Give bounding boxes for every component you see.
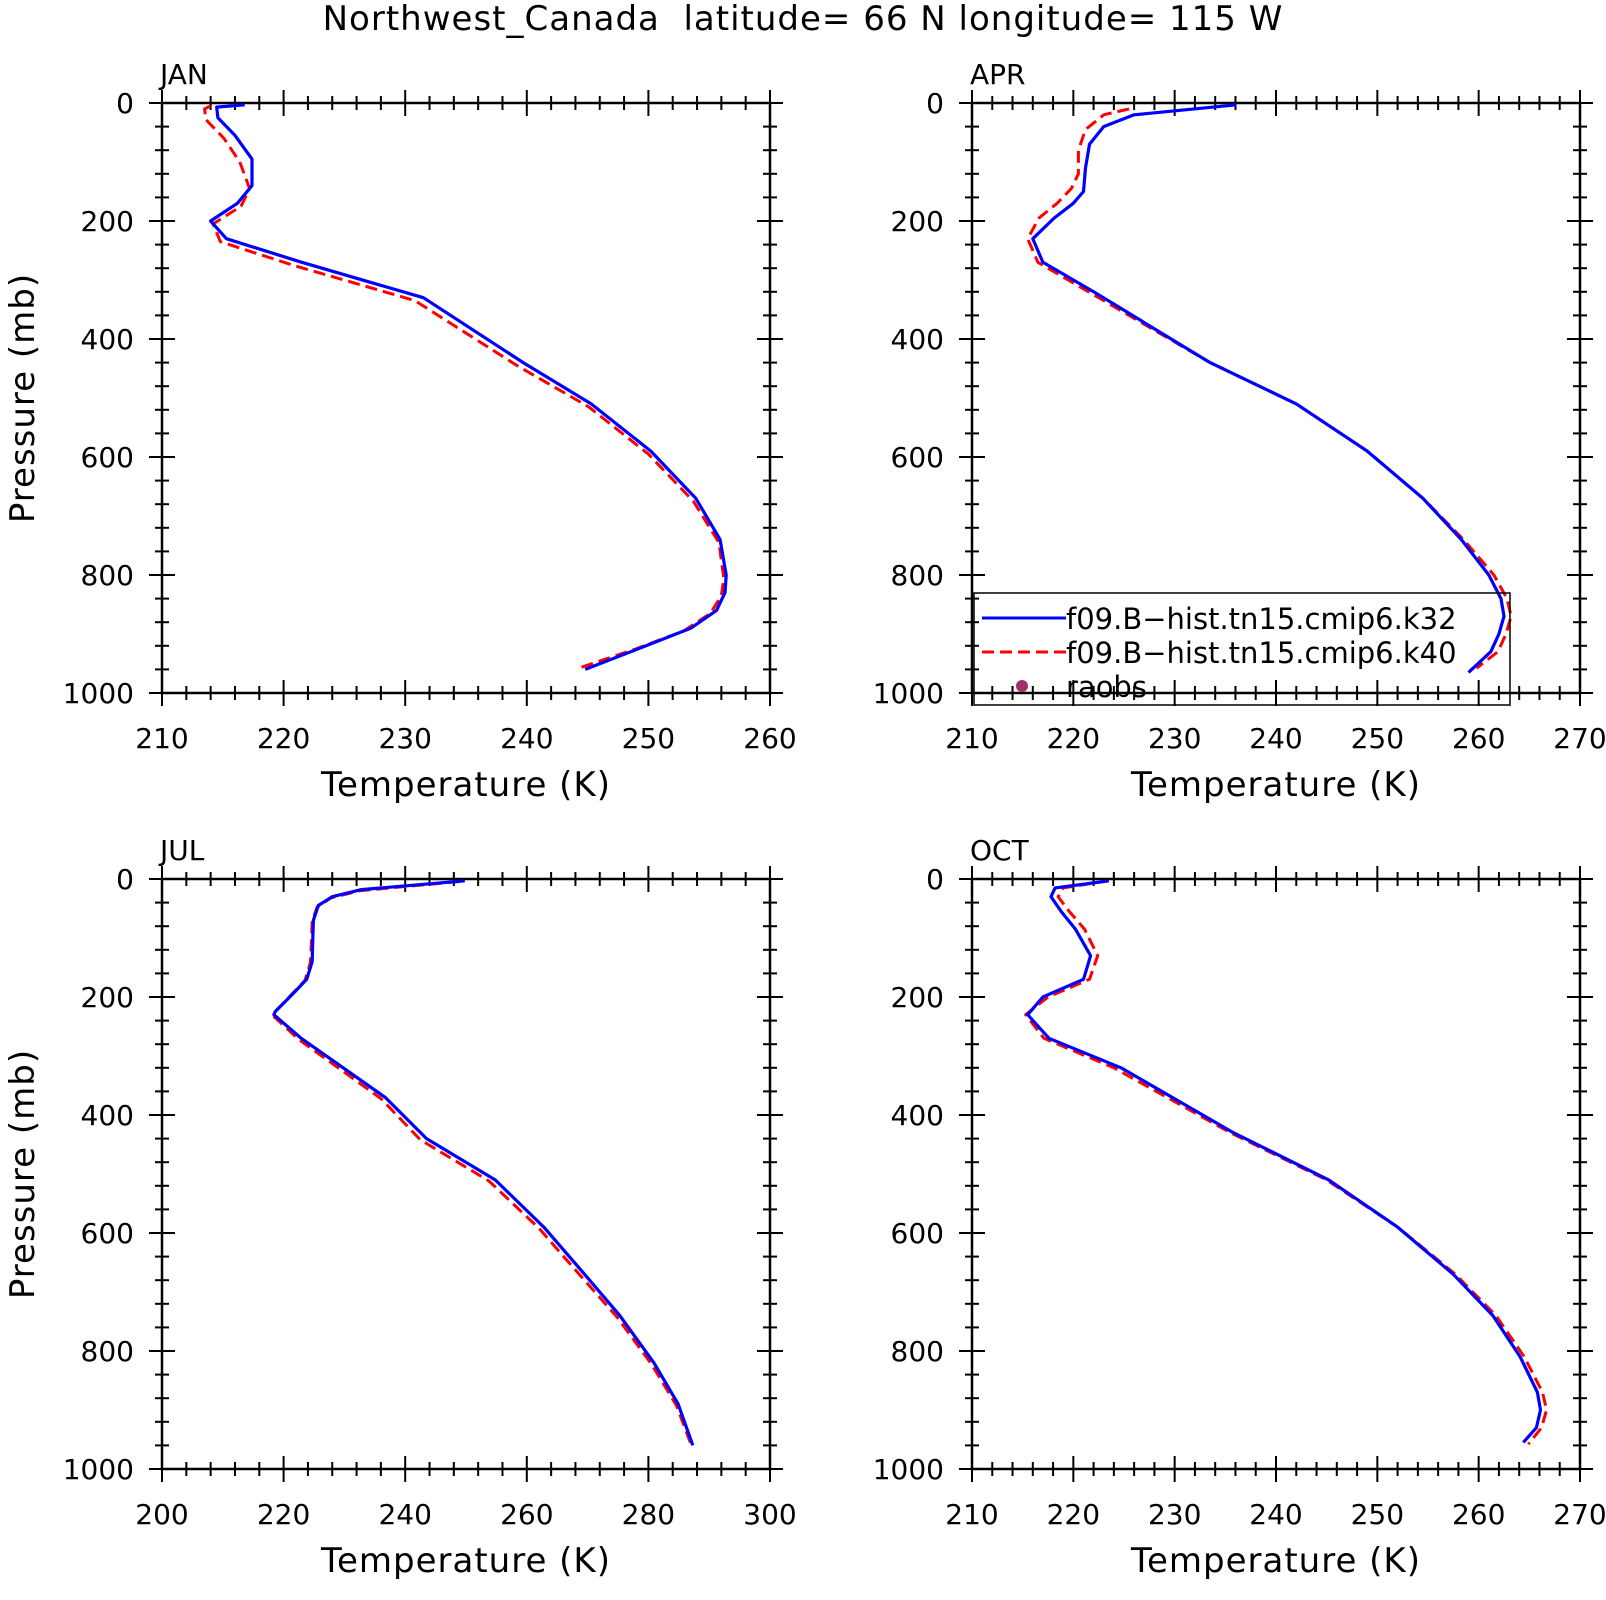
x-tick-label: 220 <box>257 1498 310 1531</box>
x-tick-label: 240 <box>500 722 553 755</box>
x-tick-label: 270 <box>1553 722 1606 755</box>
x-tick-label: 220 <box>1047 722 1100 755</box>
series-line-k40 <box>271 879 693 1445</box>
x-tick-label: 240 <box>378 1498 431 1531</box>
y-tick-label: 200 <box>891 981 944 1014</box>
x-tick-label: 230 <box>1148 722 1201 755</box>
x-tick-label: 220 <box>1047 1498 1100 1531</box>
panel-jan: 210 220 230 240 250 260 0 200 400 600 800 1000 JAN Te… <box>3 58 797 805</box>
figure-title: Northwest_Canada latitude= 66 N longitud… <box>323 0 1284 39</box>
panel-label: APR <box>970 58 1026 91</box>
y-tick-label: 600 <box>81 1217 134 1250</box>
series-line-k32 <box>272 879 695 1446</box>
y-tick-label: 0 <box>116 87 134 120</box>
y-tick-label: 0 <box>116 863 134 896</box>
plot-frame <box>160 877 772 1471</box>
panel-label: JAN <box>158 58 208 91</box>
legend-entry-label: f09.B−hist.tn15.cmip6.k32 <box>1066 602 1457 636</box>
panel-apr: 210 220 230 240 250 260 270 0 200 400 600 800 1000 AP… <box>873 58 1606 805</box>
y-tick-label: 600 <box>891 1217 944 1250</box>
panels: 210 220 230 240 250 260 0 200 400 600 800 1000 JAN Te… <box>3 58 1606 1581</box>
x-tick-label: 300 <box>743 1498 796 1531</box>
y-tick-label: 800 <box>81 559 134 592</box>
series-line-k32 <box>1026 879 1543 1444</box>
y-tick-label: 400 <box>891 1099 944 1132</box>
y-tick-label: 400 <box>81 1099 134 1132</box>
x-tick-label: 250 <box>1351 722 1404 755</box>
y-tick-label: 1000 <box>63 1453 134 1486</box>
x-tick-label: 260 <box>1452 722 1505 755</box>
legend-entry-label: raobs <box>1066 670 1147 704</box>
x-axis-title: Temperature (K) <box>320 1541 611 1581</box>
x-tick-label: 200 <box>135 1498 188 1531</box>
x-tick-label: 270 <box>1553 1498 1606 1531</box>
y-tick-label: 0 <box>926 863 944 896</box>
panel-oct: 210 220 230 240 250 260 270 0 200 400 600 800 1000 OC… <box>873 834 1606 1581</box>
x-tick-label: 280 <box>622 1498 675 1531</box>
legend-marker-raobs <box>1016 680 1028 692</box>
y-tick-label: 600 <box>891 441 944 474</box>
y-axis-title: Pressure (mb) <box>3 1049 43 1299</box>
panel-label: JUL <box>158 834 205 867</box>
y-tick-label: 600 <box>81 441 134 474</box>
panel-jul: 200 220 240 260 280 300 0 200 400 600 800 1000 JUL Te… <box>3 834 797 1581</box>
y-tick-label: 0 <box>926 87 944 120</box>
plot-frame <box>970 877 1582 1471</box>
series-line-k40 <box>1024 879 1549 1446</box>
y-tick-label: 200 <box>891 205 944 238</box>
x-tick-label: 260 <box>743 722 796 755</box>
x-tick-label: 210 <box>945 722 998 755</box>
x-tick-label: 250 <box>1351 1498 1404 1531</box>
x-tick-label: 220 <box>257 722 310 755</box>
legend-entry-label: f09.B−hist.tn15.cmip6.k40 <box>1066 636 1457 670</box>
series-line-k40 <box>1026 107 1513 670</box>
y-tick-label: 1000 <box>63 677 134 710</box>
x-tick-label: 230 <box>378 722 431 755</box>
panel-label: OCT <box>970 834 1030 867</box>
y-axis-title: Pressure (mb) <box>3 273 43 523</box>
y-tick-label: 400 <box>81 323 134 356</box>
x-tick-label: 240 <box>1249 1498 1302 1531</box>
x-tick-label: 250 <box>622 722 675 755</box>
series-line-k32 <box>1031 103 1506 674</box>
x-tick-label: 260 <box>500 1498 553 1531</box>
x-tick-label: 210 <box>135 722 188 755</box>
y-tick-label: 200 <box>81 981 134 1014</box>
legend-frame <box>973 592 1511 706</box>
y-tick-label: 200 <box>81 205 134 238</box>
y-tick-label: 800 <box>81 1335 134 1368</box>
x-axis-title: Temperature (K) <box>320 765 611 805</box>
x-axis-title: Temperature (K) <box>1130 765 1421 805</box>
y-tick-label: 1000 <box>873 677 944 710</box>
y-tick-label: 800 <box>891 1335 944 1368</box>
y-tick-label: 400 <box>891 323 944 356</box>
y-tick-label: 800 <box>891 559 944 592</box>
legend: f09.B−hist.tn15.cmip6.k32f09.B−hist.tn15… <box>973 592 1511 706</box>
x-tick-label: 260 <box>1452 1498 1505 1531</box>
x-tick-label: 240 <box>1249 722 1302 755</box>
series-line-k40 <box>203 104 726 670</box>
series-line-k32 <box>209 103 728 671</box>
x-axis-title: Temperature (K) <box>1130 1541 1421 1581</box>
plot-frame <box>160 101 772 695</box>
x-tick-label: 230 <box>1148 1498 1201 1531</box>
y-tick-label: 1000 <box>873 1453 944 1486</box>
x-tick-label: 210 <box>945 1498 998 1531</box>
